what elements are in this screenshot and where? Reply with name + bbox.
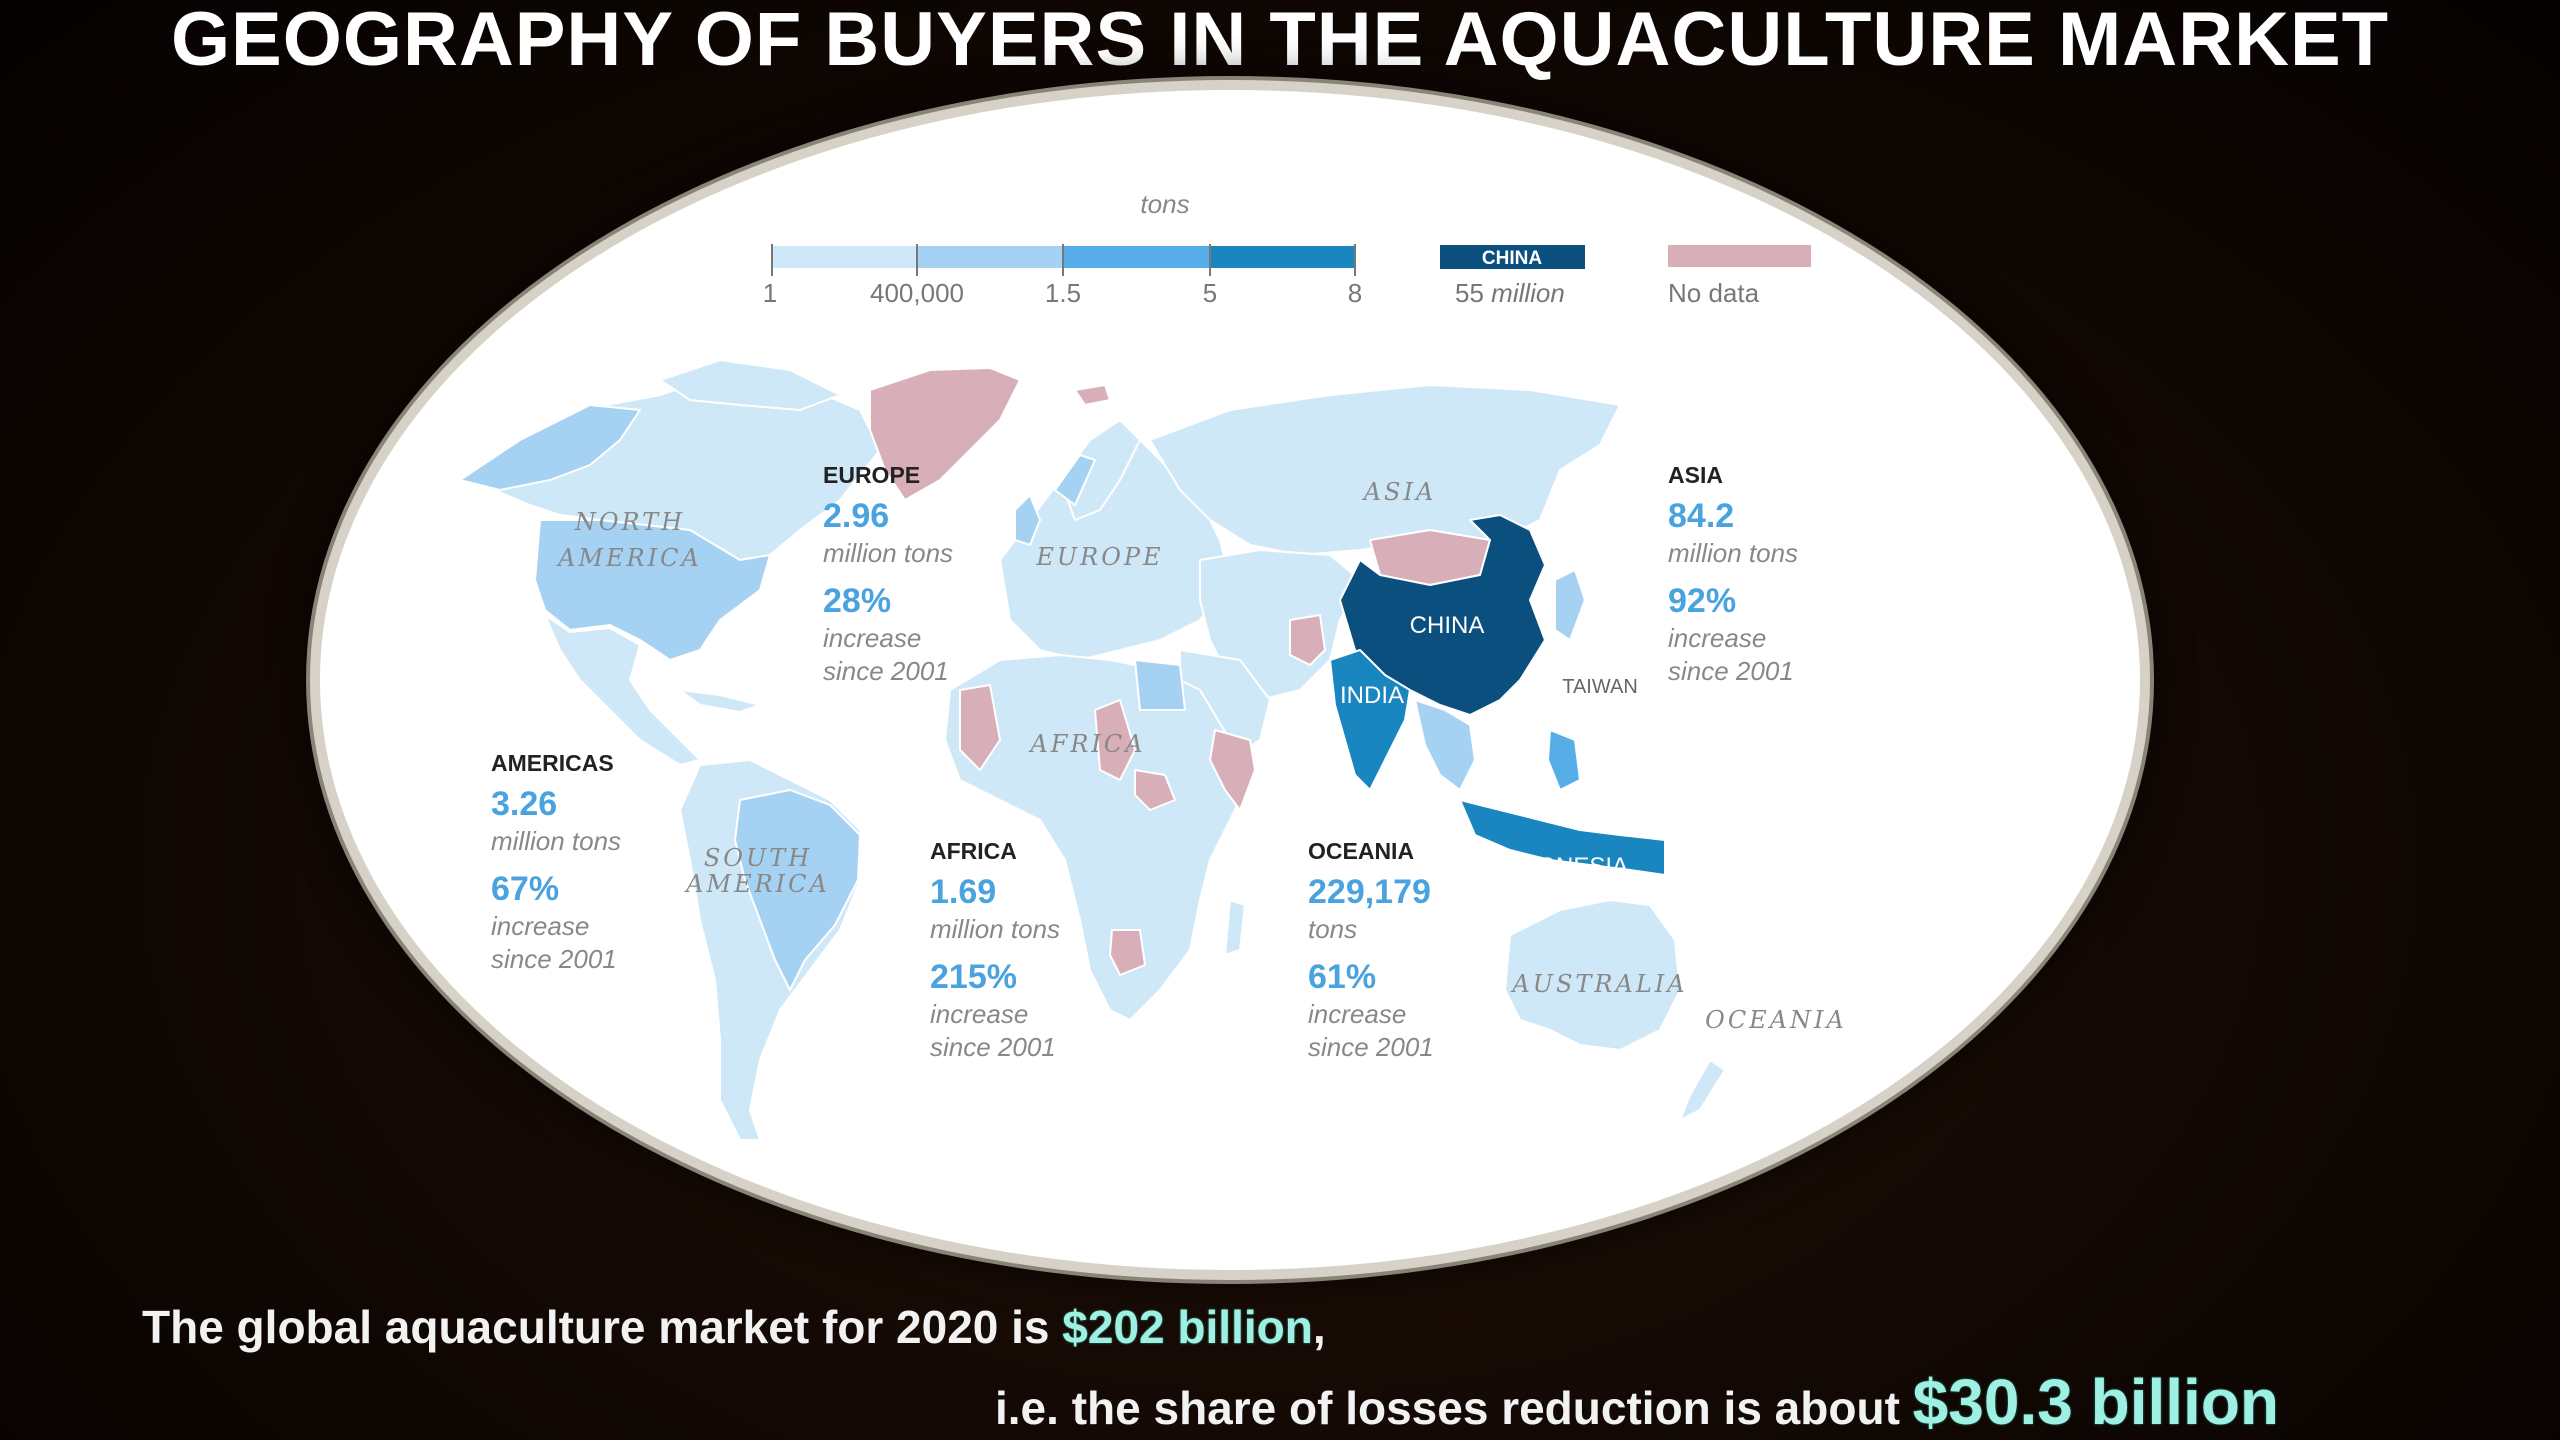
legend-unit: tons bbox=[1140, 189, 1189, 219]
iran-shape bbox=[1289, 614, 1326, 666]
region-asia-name: ASIA bbox=[1668, 462, 1723, 488]
horn-nodata-shape bbox=[1209, 729, 1256, 811]
chad-nodata-shape bbox=[1094, 699, 1136, 781]
region-africa-pct: 215% bbox=[930, 958, 1017, 996]
region-asia-unit: million tons bbox=[1668, 538, 1798, 568]
region-americas-unit: million tons bbox=[491, 826, 621, 856]
label-south: SOUTH bbox=[704, 844, 812, 872]
mexico-shape bbox=[544, 614, 701, 766]
usa-shape bbox=[534, 519, 771, 661]
label-south-america: AMERICA bbox=[684, 870, 830, 898]
legend-swatch-1 bbox=[772, 246, 917, 268]
se-asia-shape bbox=[1414, 699, 1476, 791]
label-china: CHINA bbox=[1410, 612, 1485, 639]
region-africa-inc: increase bbox=[930, 999, 1028, 1029]
legend-nodata-swatch bbox=[1668, 245, 1811, 267]
botswana-nodata-shape bbox=[1109, 929, 1146, 976]
region-africa-unit: million tons bbox=[930, 914, 1060, 944]
alaska-shape bbox=[459, 404, 641, 491]
legend-swatch-3 bbox=[1063, 246, 1210, 268]
region-oceania-unit: tons bbox=[1308, 914, 1357, 944]
label-indonesia: INDONESIA bbox=[1496, 853, 1628, 880]
china-shape bbox=[1339, 514, 1546, 716]
label-north: NORTH bbox=[574, 508, 685, 536]
page-title: GEOGRAPHY OF BUYERS IN THE AQUACULTURE M… bbox=[170, 0, 2390, 82]
label-europe: EUROPE bbox=[1035, 543, 1163, 571]
philippines-shape bbox=[1547, 729, 1581, 791]
region-oceania-inc: increase bbox=[1308, 999, 1406, 1029]
legend-tick-1: 1 bbox=[763, 278, 777, 308]
russia-shape bbox=[1149, 384, 1621, 556]
region-europe: EUROPE 2.96 million tons 28% increase si… bbox=[823, 462, 953, 686]
brazil-shape bbox=[734, 789, 861, 991]
japan-shape bbox=[1554, 569, 1586, 641]
label-north-america: AMERICA bbox=[556, 544, 702, 572]
region-americas-since: since 2001 bbox=[491, 944, 617, 974]
legend-nodata-label: No data bbox=[1668, 278, 1760, 308]
region-africa-name: AFRICA bbox=[930, 838, 1017, 864]
region-africa-since: since 2001 bbox=[930, 1032, 1056, 1062]
legend-swatch-2 bbox=[917, 246, 1063, 268]
region-asia-inc: increase bbox=[1668, 623, 1766, 653]
region-europe-name: EUROPE bbox=[823, 462, 920, 488]
new-zealand-shape bbox=[1679, 1059, 1726, 1121]
region-asia-since: since 2001 bbox=[1668, 656, 1794, 686]
region-asia-pct: 92% bbox=[1668, 582, 1736, 620]
region-europe-pct: 28% bbox=[823, 582, 891, 620]
region-oceania-value: 229,179 bbox=[1308, 873, 1431, 911]
uk-shape bbox=[1014, 494, 1041, 546]
region-americas-name: AMERICAS bbox=[491, 750, 614, 776]
legend-china-value: 55 million bbox=[1455, 278, 1565, 308]
losses-reduction-pre: i.e. the share of losses reduction is ab… bbox=[995, 1382, 1913, 1434]
central-africa-nodata-shape bbox=[1134, 769, 1176, 811]
egypt-shape bbox=[1134, 659, 1186, 711]
iceland-shape bbox=[1074, 384, 1111, 406]
region-oceania-pct: 61% bbox=[1308, 958, 1376, 996]
legend-tick-3: 1.5 bbox=[1045, 278, 1081, 308]
region-oceania-name: OCEANIA bbox=[1308, 838, 1414, 864]
region-americas: AMERICAS 3.26 million tons 67% increase … bbox=[491, 750, 621, 974]
market-size-text: The global aquaculture market for 2020 i… bbox=[142, 1300, 1326, 1354]
market-size-pre: The global aquaculture market for 2020 i… bbox=[142, 1301, 1063, 1353]
arctic-islands-shape bbox=[659, 359, 841, 411]
label-india: INDIA bbox=[1340, 682, 1404, 709]
label-oceania: OCEANIA bbox=[1705, 1006, 1847, 1034]
label-taiwan: TAIWAN bbox=[1562, 676, 1638, 698]
region-europe-since: since 2001 bbox=[823, 656, 949, 686]
legend-tick-5: 8 bbox=[1348, 278, 1362, 308]
india-shape bbox=[1329, 649, 1411, 791]
legend-tick-2: 400,000 bbox=[870, 278, 964, 308]
losses-reduction-value: $30.3 billion bbox=[1912, 1366, 2280, 1438]
label-africa: AFRICA bbox=[1028, 730, 1145, 758]
region-europe-inc: increase bbox=[823, 623, 921, 653]
label-australia: AUSTRALIA bbox=[1510, 970, 1687, 998]
region-africa: AFRICA 1.69 million tons 215% increase s… bbox=[930, 838, 1060, 1062]
region-africa-value: 1.69 bbox=[930, 873, 996, 911]
region-asia: ASIA 84.2 million tons 92% increase sinc… bbox=[1668, 462, 1798, 686]
region-europe-value: 2.96 bbox=[823, 497, 889, 535]
west-africa-nodata-shape bbox=[959, 684, 1001, 771]
indonesia-shape bbox=[1459, 799, 1666, 876]
legend-swatch-4 bbox=[1210, 246, 1355, 268]
legend-tick-4: 5 bbox=[1203, 278, 1217, 308]
region-asia-value: 84.2 bbox=[1668, 497, 1734, 535]
region-americas-inc: increase bbox=[491, 911, 589, 941]
region-europe-unit: million tons bbox=[823, 538, 953, 568]
region-oceania-since: since 2001 bbox=[1308, 1032, 1434, 1062]
legend-china-swatch bbox=[1440, 245, 1585, 269]
norway-shape bbox=[1054, 454, 1096, 506]
market-size-value: $202 billion bbox=[1062, 1301, 1313, 1353]
legend-china-label: CHINA bbox=[1482, 248, 1542, 269]
market-size-post: , bbox=[1312, 1301, 1326, 1353]
australia-shape bbox=[1504, 899, 1681, 1051]
greenland-shape bbox=[869, 367, 1021, 501]
label-asia: ASIA bbox=[1362, 478, 1437, 506]
region-americas-pct: 67% bbox=[491, 870, 559, 908]
caribbean-shape bbox=[679, 689, 761, 713]
losses-reduction-text: i.e. the share of losses reduction is ab… bbox=[995, 1365, 2279, 1439]
region-oceania: OCEANIA 229,179 tons 61% increase since … bbox=[1308, 838, 1434, 1062]
madagascar-shape bbox=[1224, 899, 1246, 956]
region-americas-value: 3.26 bbox=[491, 785, 557, 823]
